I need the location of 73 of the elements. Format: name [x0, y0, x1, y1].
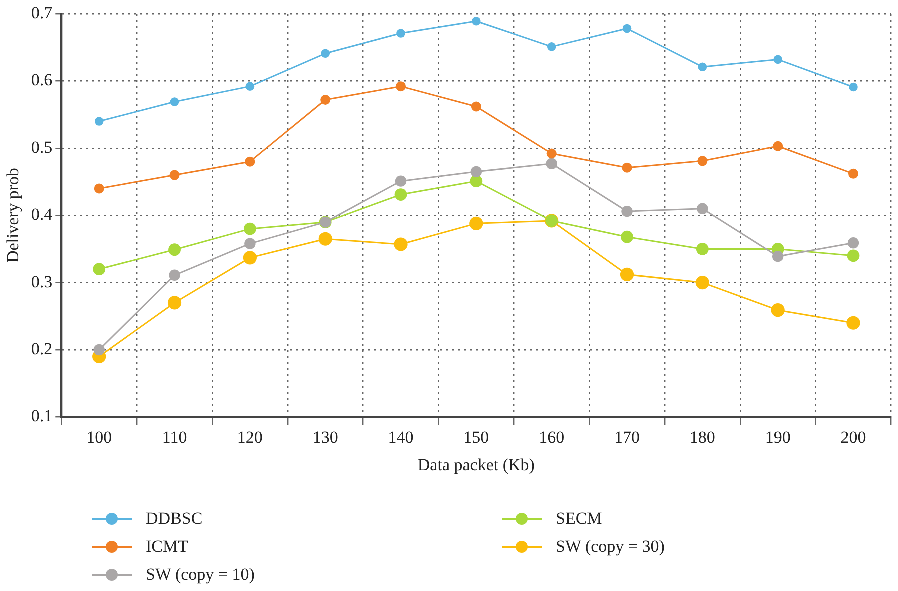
x-tick-label: 130 [312, 428, 338, 447]
y-tick-label: 0.4 [31, 205, 54, 224]
point [470, 166, 482, 178]
point [849, 82, 858, 92]
y-tick-label: 0.3 [31, 272, 53, 292]
point [772, 250, 784, 262]
y-tick-label: 0.6 [31, 70, 53, 90]
point [621, 230, 634, 244]
x-tick-label: 140 [388, 428, 414, 447]
point [547, 42, 556, 52]
x-tick-label: 100 [86, 428, 112, 447]
point [620, 268, 634, 282]
point [622, 162, 632, 173]
x-tick-label: 180 [690, 428, 716, 447]
point [394, 238, 408, 252]
x-axis-title: Data packet (Kb) [418, 455, 535, 474]
point [244, 238, 256, 250]
point [773, 141, 784, 152]
point [698, 156, 708, 166]
point [848, 238, 860, 249]
point [698, 62, 708, 72]
point [847, 250, 860, 262]
y-tick-label: 0.1 [31, 406, 53, 426]
y-axis-title: Delivery prob [4, 168, 23, 264]
point [472, 16, 481, 26]
point [168, 244, 181, 256]
legend-label: SW (copy = 30) [556, 537, 665, 557]
point [244, 222, 256, 236]
point [471, 102, 482, 112]
point [246, 82, 255, 91]
y-tick-label: 0.7 [31, 3, 54, 22]
x-tick-label: 190 [765, 428, 791, 447]
x-tick-label: 200 [840, 428, 866, 447]
point [774, 55, 782, 64]
point [321, 49, 330, 58]
x-tick-label: 120 [237, 428, 263, 447]
y-tick-label: 0.2 [31, 339, 53, 358]
legend-label: SECM [556, 509, 602, 529]
point [94, 117, 104, 126]
point [170, 170, 180, 180]
point [318, 232, 332, 246]
point [93, 263, 106, 276]
point [622, 24, 632, 34]
point [848, 168, 858, 179]
point [170, 98, 180, 106]
legend-label: SW (copy = 10) [146, 565, 255, 585]
point [546, 148, 557, 159]
y-tick-label: 0.5 [31, 138, 53, 157]
point [396, 82, 406, 92]
point [697, 203, 708, 214]
x-tick-label: 110 [162, 428, 188, 447]
x-tick-label: 160 [539, 428, 565, 447]
point [320, 95, 331, 106]
point [243, 251, 257, 265]
point [696, 243, 709, 256]
point [622, 206, 633, 218]
point [168, 296, 182, 310]
point [94, 184, 104, 194]
point [395, 176, 407, 187]
point [245, 156, 256, 167]
point [846, 316, 860, 330]
point [546, 158, 558, 170]
point [696, 276, 710, 290]
point [94, 344, 105, 356]
point [396, 29, 406, 38]
legend-label: DDBSC [146, 509, 203, 529]
point [394, 188, 408, 201]
x-tick-label: 170 [614, 428, 640, 447]
legend-label: ICMT [146, 537, 188, 557]
point [169, 270, 180, 282]
x-tick-label: 150 [464, 428, 490, 447]
point [771, 304, 785, 318]
point [470, 216, 484, 230]
